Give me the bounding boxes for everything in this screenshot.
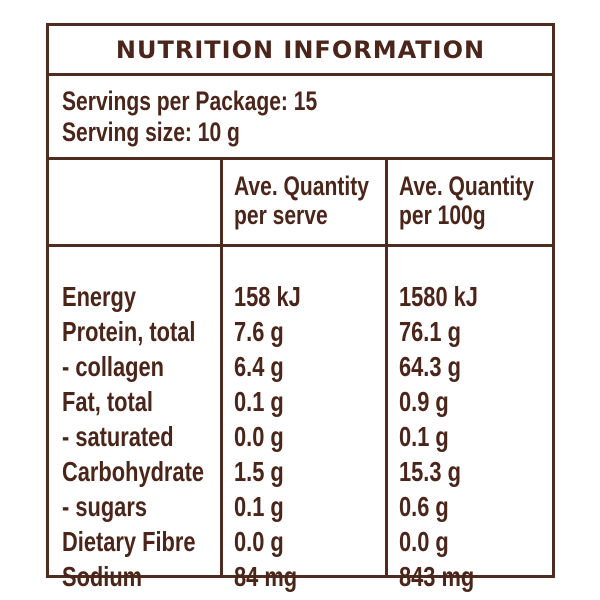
column-divider-2	[385, 160, 388, 575]
column-header-per-100g-line1: Ave. Quantity	[399, 171, 534, 201]
per-serve-value: 0.1 g	[234, 491, 284, 522]
per-serve-value: 0.0 g	[234, 421, 284, 452]
column-header-per-serve: Ave. Quantity per serve	[234, 172, 407, 230]
per-serve-value: 7.6 g	[234, 316, 284, 347]
table-row: - sugars 0.1 g 0.6 g	[49, 489, 552, 524]
per-serve-value: 6.4 g	[234, 351, 284, 382]
per-serve-value: 158 kJ	[234, 281, 301, 312]
servings-per-package: Servings per Package: 15	[62, 86, 318, 116]
per-serve-value: 0.0 g	[234, 526, 284, 557]
table-row: Fat, total 0.1 g 0.9 g	[49, 384, 552, 419]
table-row: Dietary Fibre 0.0 g 0.0 g	[49, 524, 552, 559]
panel-title: NUTRITION INFORMATION	[49, 26, 552, 76]
table-row: Carbohydrate 1.5 g 15.3 g	[49, 454, 552, 489]
per-serve-value: 0.1 g	[234, 386, 284, 417]
table-row: Sodium 84 mg 843 mg	[49, 559, 552, 594]
per-serve-value: 1.5 g	[234, 456, 284, 487]
per-100g-value: 0.9 g	[399, 386, 449, 417]
per-100g-value: 64.3 g	[399, 351, 461, 382]
nutrient-name: Fat, total	[62, 386, 154, 417]
table-row: Protein, total 7.6 g 76.1 g	[49, 314, 552, 349]
per-100g-value: 15.3 g	[399, 456, 461, 487]
per-100g-value: 843 mg	[399, 561, 475, 592]
servings-per-package-line: Servings per Package: 15	[62, 86, 389, 116]
per-100g-value: 0.1 g	[399, 421, 449, 452]
per-100g-value: 1580 kJ	[399, 281, 478, 312]
serving-size-line: Serving size: 10 g	[62, 117, 290, 147]
nutrient-name: Carbohydrate	[62, 456, 204, 487]
serving-size: Serving size: 10 g	[62, 117, 240, 147]
nutrient-name: - sugars	[62, 491, 147, 522]
column-divider-1	[220, 160, 223, 575]
nutrient-name: - collagen	[62, 351, 164, 382]
column-header-row: Ave. Quantity per serve Ave. Quantity pe…	[49, 160, 552, 247]
servings-section: Servings per Package: 15 Serving size: 1…	[49, 73, 552, 160]
per-100g-value: 0.0 g	[399, 526, 449, 557]
per-serve-value: 84 mg	[234, 561, 298, 592]
table-row: Energy 158 kJ 1580 kJ	[49, 279, 552, 314]
table-row: - collagen 6.4 g 64.3 g	[49, 349, 552, 384]
per-100g-value: 0.6 g	[399, 491, 449, 522]
nutrition-panel: NUTRITION INFORMATION Servings per Packa…	[46, 23, 555, 592]
column-header-per-100g-line2: per 100g	[399, 200, 486, 230]
nutrient-name: - saturated	[62, 421, 174, 452]
table-row: - saturated 0.0 g 0.1 g	[49, 419, 552, 454]
nutrient-name: Energy	[62, 281, 137, 312]
column-header-per-serve-line2: per serve	[234, 200, 328, 230]
column-header-per-100g: Ave. Quantity per 100g	[399, 172, 572, 230]
nutrient-name: Protein, total	[62, 316, 196, 347]
per-100g-value: 76.1 g	[399, 316, 461, 347]
nutrient-name: Sodium	[62, 561, 143, 592]
nutrient-name: Dietary Fibre	[62, 526, 196, 557]
column-header-per-serve-line1: Ave. Quantity	[234, 171, 369, 201]
